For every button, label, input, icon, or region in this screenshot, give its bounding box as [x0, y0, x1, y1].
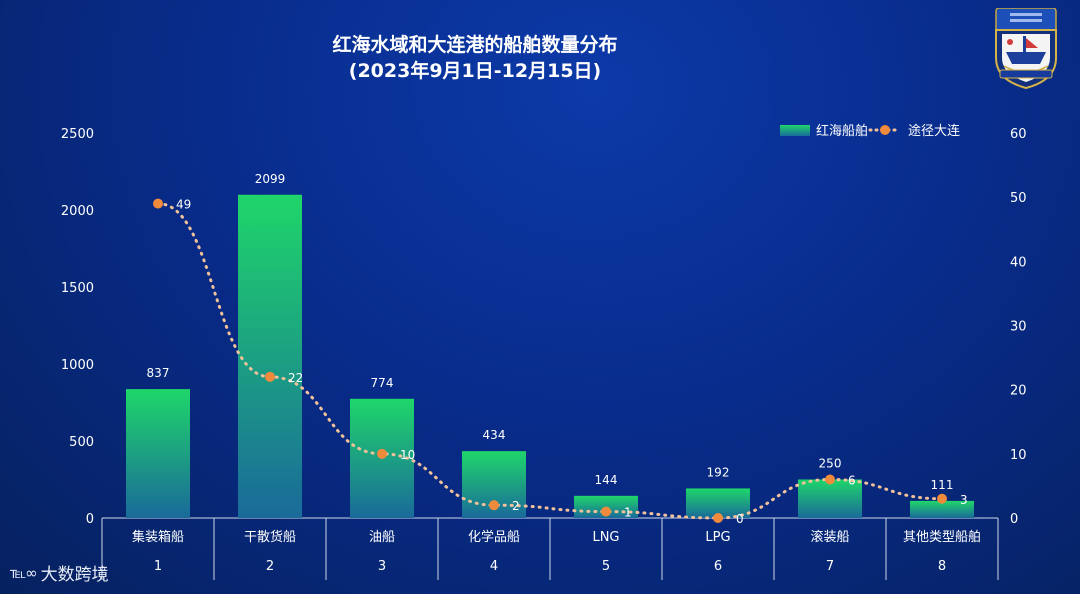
bar-value-label: 837 [147, 366, 170, 380]
y-right-tick-label: 50 [1010, 191, 1027, 206]
line-dalian-series [156, 202, 944, 520]
y-right-tick-label: 20 [1010, 384, 1027, 399]
y-left-tick-label: 2000 [61, 204, 94, 219]
x-category-index: 1 [154, 559, 162, 574]
x-category-index: 6 [714, 559, 722, 574]
x-category-index: 2 [266, 559, 274, 574]
x-category-index: 7 [826, 559, 834, 574]
x-category-label: LNG [592, 530, 619, 545]
line-point-marker [937, 493, 947, 504]
legend-label-dalian: 途径大连 [908, 123, 960, 139]
bar-value-label: 192 [707, 465, 730, 479]
bar-red-sea-ships [798, 479, 862, 518]
line-point-marker [153, 198, 163, 209]
chart-title-line1: 红海水域和大连港的船舶数量分布 [332, 34, 618, 56]
x-category-label: 油船 [369, 530, 395, 545]
x-category-label: 其他类型船舶 [903, 529, 981, 545]
y-right-tick-label: 30 [1010, 320, 1027, 335]
y-left-tick-label: 2500 [61, 127, 94, 142]
brand-name: 大数跨境 [40, 565, 109, 585]
line-point-marker [489, 500, 499, 511]
line-point-marker [713, 513, 723, 523]
line-value-label: 2 [512, 499, 520, 513]
legend-swatch-dalian-marker [880, 125, 890, 135]
y-left-tick-label: 500 [69, 435, 94, 450]
bar-value-label: 434 [483, 428, 506, 442]
y-right-tick-label: 40 [1010, 255, 1027, 270]
line-point-marker [377, 448, 387, 459]
chart-title-line2: (2023年9月1日-12月15日) [348, 60, 602, 82]
x-category-index: 8 [938, 559, 946, 574]
x-category-label: LPG [705, 530, 730, 545]
brand-logo-mark: ℡∞ [10, 563, 38, 582]
brand-watermark: ℡∞ 大数跨境 [10, 560, 109, 586]
x-category-index: 4 [490, 559, 498, 574]
y-left-tick-label: 1500 [61, 281, 94, 296]
line-value-label: 1 [624, 506, 632, 520]
bar-value-label: 111 [931, 478, 954, 492]
line-value-label: 10 [400, 448, 415, 462]
university-emblem-icon [995, 8, 1057, 90]
x-category-label: 干散货船 [244, 529, 296, 545]
x-category-label: 滚装船 [810, 529, 849, 545]
line-point-marker [265, 371, 275, 382]
legend-label-red-sea-ships: 红海船舶 [816, 123, 868, 139]
y-left-tick-label: 0 [86, 512, 94, 527]
line-value-label: 6 [848, 474, 856, 488]
y-right-tick-label: 60 [1010, 127, 1027, 142]
bar-red-sea-ships [910, 500, 974, 518]
line-value-label: 3 [960, 493, 968, 507]
bar-value-label: 144 [595, 473, 618, 487]
x-category-label: 化学品船 [468, 529, 520, 545]
line-value-label: 49 [176, 198, 191, 212]
bar-red-sea-ships [126, 389, 190, 518]
x-category-index: 3 [378, 559, 386, 574]
bar-value-label: 774 [371, 376, 394, 390]
chart-legend: 红海船舶 途径大连 [780, 123, 960, 139]
y-right-tick-label: 0 [1010, 512, 1018, 527]
x-category-label: 集装箱船 [132, 529, 184, 545]
line-point-marker [601, 506, 611, 517]
y-right-tick-label: 10 [1010, 448, 1027, 463]
bar-value-label: 250 [819, 457, 842, 471]
line-value-label: 0 [736, 512, 744, 526]
y-left-tick-label: 1000 [61, 358, 94, 373]
x-category-index: 5 [602, 559, 610, 574]
line-point-marker [825, 474, 835, 485]
bar-red-sea-ships [238, 194, 302, 518]
bar-value-label: 2099 [255, 172, 286, 186]
line-value-label: 22 [288, 371, 303, 385]
chart-title: 红海水域和大连港的船舶数量分布 (2023年9月1日-12月15日) [260, 32, 690, 84]
legend-swatch-red-sea-ships [780, 125, 810, 136]
